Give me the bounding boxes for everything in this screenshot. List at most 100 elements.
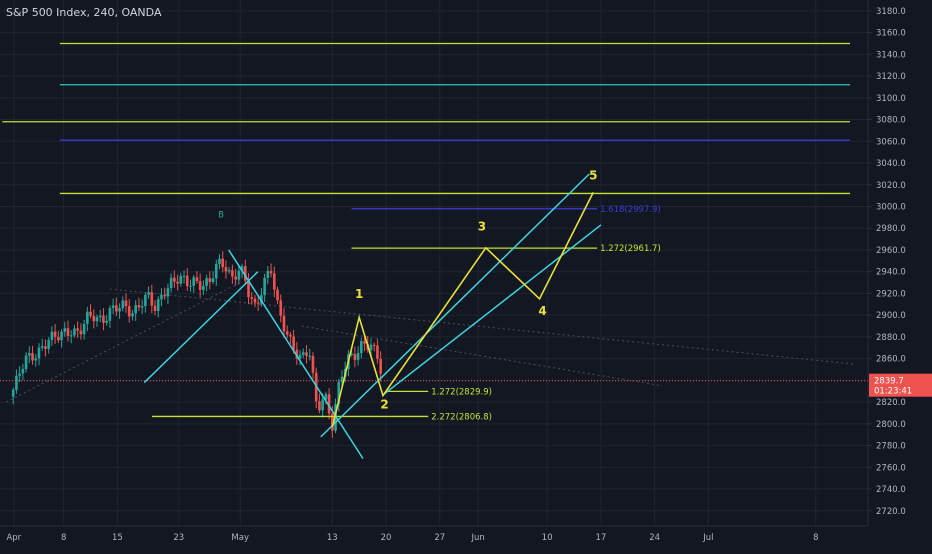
candle-body: [279, 300, 283, 316]
candle-body: [40, 346, 44, 348]
candle-body: [276, 289, 279, 301]
x-tick-label: Jul: [702, 533, 713, 543]
y-tick-label: 3060.0: [876, 137, 906, 147]
candle-body: [224, 267, 228, 272]
trend-guide-line: [5, 282, 241, 403]
candle-body: [108, 308, 112, 321]
y-tick-label: 2740.0: [876, 485, 906, 495]
candle-body: [192, 277, 196, 286]
y-tick-label: 2980.0: [876, 224, 906, 234]
wave-label: 1: [355, 287, 363, 301]
candle-body: [298, 354, 302, 359]
candle-body: [79, 330, 83, 335]
candle-body: [360, 341, 363, 354]
candle-body: [263, 277, 266, 296]
wave-label: 3: [478, 219, 486, 233]
candle-body: [308, 355, 312, 357]
candle-body: [327, 394, 331, 414]
candle-body: [21, 369, 25, 374]
candle-body: [34, 358, 38, 361]
candle-body: [208, 278, 212, 282]
candle-body: [353, 353, 357, 360]
channel-line: [228, 249, 364, 460]
y-tick-label: 2960.0: [876, 246, 906, 256]
candle-body: [105, 320, 108, 323]
candle-body: [195, 277, 199, 282]
candle-body: [18, 373, 21, 376]
x-axis-background: [0, 526, 932, 550]
y-tick-label: 3120.0: [876, 72, 906, 82]
y-tick-label: 3080.0: [876, 116, 906, 126]
candle-body: [379, 358, 382, 374]
candle-body: [340, 376, 344, 383]
y-tick-label: 2900.0: [876, 311, 906, 321]
y-tick-label: 2780.0: [876, 442, 906, 452]
chart-header: S&P 500 Index, 240, OANDA: [6, 6, 161, 19]
candle-body: [350, 353, 353, 355]
candle-body: [318, 401, 321, 411]
current-price-label: 2839.7: [874, 377, 904, 387]
candle-body: [89, 311, 92, 316]
candle-body: [118, 308, 121, 312]
current-price-label-box: [869, 373, 932, 397]
x-tick-label: May: [231, 533, 249, 543]
candle-body: [305, 352, 308, 356]
x-tick-label: 10: [542, 533, 553, 543]
candle-body: [243, 266, 247, 281]
x-tick-label: 17: [596, 533, 607, 543]
candle-body: [372, 344, 376, 346]
candle-body: [211, 278, 215, 282]
candle-body: [73, 328, 76, 336]
x-tick-label: 13: [327, 533, 338, 543]
candle-body: [179, 276, 183, 284]
candle-body: [266, 270, 270, 278]
candle-body: [369, 344, 373, 351]
y-tick-label: 2760.0: [876, 463, 906, 473]
candle-body: [134, 305, 137, 314]
candle-body: [156, 299, 160, 311]
candle-body: [202, 285, 205, 290]
candle-body: [221, 258, 225, 268]
wave-path: [331, 191, 594, 428]
candle-body: [182, 275, 186, 277]
y-tick-label: 3040.0: [876, 159, 906, 169]
candle-body: [50, 331, 54, 341]
fib-level-label: 2.272(2806.8): [431, 412, 492, 422]
candle-body: [331, 413, 334, 431]
candle-body: [282, 315, 286, 332]
candle-body: [11, 389, 15, 397]
candle-body: [253, 298, 257, 303]
y-tick-label: 3100.0: [876, 94, 906, 104]
y-axis-background: [868, 0, 932, 550]
candle-body: [295, 349, 299, 359]
candle-body: [160, 295, 163, 300]
candle-body: [247, 280, 250, 298]
candle-body: [324, 394, 328, 400]
candle-body: [60, 331, 63, 341]
candle-body: [153, 305, 157, 311]
candle-body: [176, 281, 179, 284]
y-tick-label: 3000.0: [876, 202, 906, 212]
candle-body: [66, 328, 70, 336]
candle-body: [92, 315, 96, 322]
candle-body: [292, 336, 295, 350]
candle-body: [205, 278, 208, 286]
countdown-timer: 01:23:41: [874, 387, 912, 397]
candle-body: [256, 302, 260, 304]
y-tick-label: 2800.0: [876, 420, 906, 430]
x-tick-label: 20: [381, 533, 392, 543]
candle-body: [285, 331, 289, 335]
candle-body: [63, 328, 67, 332]
channel-line: [143, 271, 259, 384]
candle-body: [131, 313, 134, 317]
candle-body: [147, 292, 150, 295]
candle-body: [82, 323, 86, 335]
channel-line: [381, 224, 602, 397]
candle-body: [57, 336, 60, 341]
candle-body: [250, 297, 254, 299]
fib-level-label: 1.618(2997.9): [600, 205, 661, 215]
y-tick-label: 3020.0: [876, 181, 906, 191]
x-tick-label: Jun: [470, 533, 484, 543]
